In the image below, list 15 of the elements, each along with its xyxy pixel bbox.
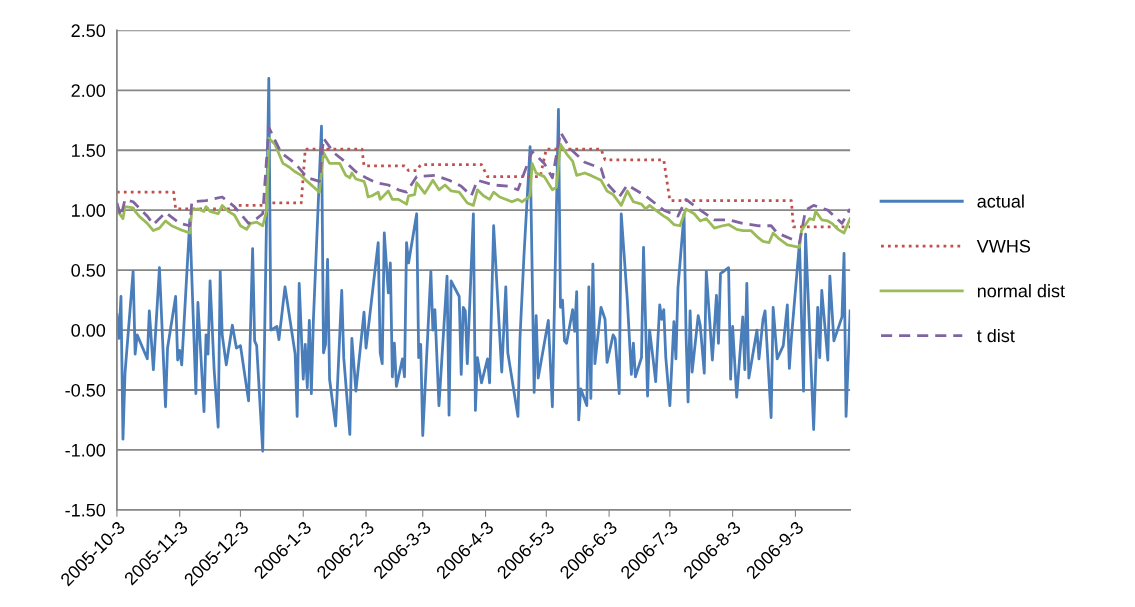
y-tick-label: 0.00 [71,323,106,337]
legend-label: actual [977,194,1024,208]
legend-label: t dist [977,328,1015,343]
legend-label: normal dist [977,284,1065,298]
line-series [116,76,851,453]
line-series [116,147,851,229]
legend-label: VWHS [976,239,1031,253]
y-tick-label: -1.50 [65,503,106,517]
y-tick-label: 0.50 [71,264,106,277]
y-tick-label: 2.50 [71,24,106,38]
y-tick-label: 1.00 [72,204,106,217]
y-tick-label: 2.00 [71,84,106,98]
y-tick-label: 1.50 [72,144,106,157]
y-tick-label: -1.00 [65,443,106,457]
y-tick-label: -0.50 [65,383,106,397]
